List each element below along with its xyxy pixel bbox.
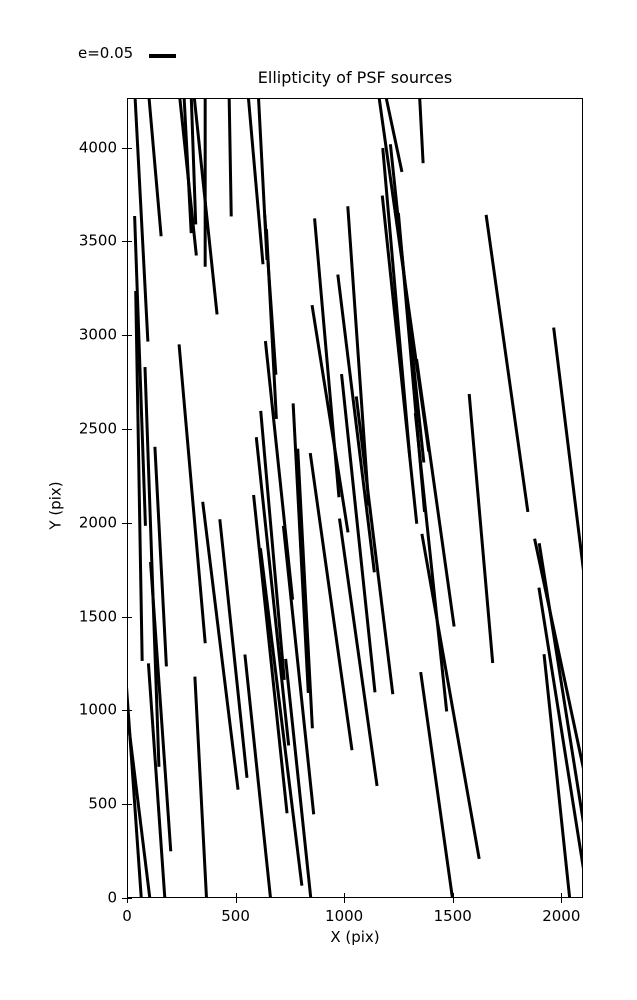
y-tick-label: 500: [88, 794, 117, 813]
x-tick-label: 1000: [325, 907, 364, 925]
y-tick-mark-outer: [122, 522, 127, 524]
x-tick-mark: [235, 893, 237, 898]
y-tick-mark: [127, 710, 132, 712]
x-tick-label: 2000: [542, 907, 581, 925]
legend-label: e=0.05: [78, 44, 134, 62]
y-tick-mark-outer: [122, 898, 127, 899]
x-tick-mark: [561, 893, 563, 898]
x-tick-mark-outer: [452, 898, 454, 903]
x-tick-mark-outer: [344, 898, 346, 903]
y-tick-mark: [127, 898, 132, 899]
y-tick-mark: [127, 429, 132, 431]
y-tick-label: 1000: [78, 700, 117, 719]
y-tick-mark: [127, 335, 132, 337]
y-tick-mark: [127, 241, 132, 243]
y-tick-mark-outer: [122, 804, 127, 806]
whisker-scale-key-icon: [149, 54, 176, 58]
x-tick-mark: [127, 893, 128, 898]
y-tick-mark: [127, 804, 132, 806]
y-axis-label: Y (pix): [46, 481, 65, 530]
y-tick-mark: [127, 147, 132, 149]
x-tick-label: 0: [122, 907, 132, 925]
x-tick-mark: [344, 893, 346, 898]
axes-frame: [127, 98, 583, 898]
y-tick-mark-outer: [122, 147, 127, 149]
y-tick-mark-outer: [122, 616, 127, 618]
y-tick-label: 3500: [78, 231, 117, 250]
y-tick-label: 3000: [78, 325, 117, 344]
x-tick-mark: [452, 893, 454, 898]
x-tick-mark-outer: [235, 898, 237, 903]
y-tick-label: 4000: [78, 138, 117, 157]
y-tick-label: 1500: [78, 607, 117, 626]
y-tick-label: 0: [107, 888, 117, 907]
page-title: Ellipticity of PSF sources: [257, 68, 453, 87]
x-tick-mark-outer: [561, 898, 563, 903]
y-tick-mark-outer: [122, 335, 127, 337]
y-tick-mark: [127, 616, 132, 618]
y-tick-mark-outer: [122, 429, 127, 431]
y-tick-label: 2000: [78, 513, 117, 532]
y-tick-label: 2500: [78, 419, 117, 438]
y-tick-mark-outer: [122, 241, 127, 243]
x-tick-label: 1500: [433, 907, 472, 925]
y-tick-mark-outer: [122, 710, 127, 712]
x-tick-mark-outer: [127, 898, 128, 903]
x-axis-label: X (pix): [330, 928, 380, 946]
y-tick-mark: [127, 522, 132, 524]
x-tick-label: 500: [221, 907, 250, 925]
